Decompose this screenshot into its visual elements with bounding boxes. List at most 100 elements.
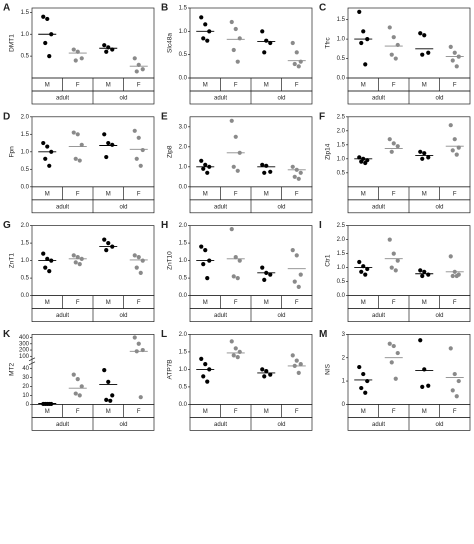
data-point xyxy=(418,268,423,273)
data-point xyxy=(201,262,206,267)
data-point xyxy=(387,25,392,30)
data-point xyxy=(77,158,82,163)
data-point xyxy=(264,163,269,168)
y-axis-label: DMT1 xyxy=(9,34,16,52)
y-tick-label: 400 xyxy=(19,335,30,341)
data-point xyxy=(231,164,236,169)
group-label: adult xyxy=(56,204,69,210)
y-axis-label: ZnT1 xyxy=(9,253,16,269)
data-point xyxy=(136,255,141,260)
data-point xyxy=(235,168,240,173)
data-point xyxy=(391,35,396,40)
data-point xyxy=(79,384,84,389)
category-label: F xyxy=(453,300,457,306)
data-point xyxy=(395,350,400,356)
data-point xyxy=(298,170,303,175)
data-point xyxy=(448,346,453,351)
category-label: M xyxy=(203,83,208,89)
data-point xyxy=(262,374,267,379)
data-point xyxy=(418,338,423,343)
y-tick-label: 0.0 xyxy=(337,293,346,299)
category-label: M xyxy=(264,409,269,415)
data-point xyxy=(205,170,210,175)
y-axis-label: Zip8 xyxy=(167,145,174,158)
category-label: F xyxy=(392,191,396,197)
data-point xyxy=(393,56,398,61)
category-label: M xyxy=(45,191,50,197)
data-point xyxy=(357,259,362,265)
category-label: M xyxy=(422,300,427,306)
y-tick-label: 1.0 xyxy=(337,265,346,271)
category-label: M xyxy=(203,191,208,197)
data-point xyxy=(389,265,394,270)
data-point xyxy=(361,371,366,377)
data-point xyxy=(79,56,84,61)
data-point xyxy=(110,142,115,147)
data-point xyxy=(395,258,400,263)
data-point xyxy=(389,149,394,154)
y-axis-label: Fpn xyxy=(9,146,16,158)
data-point xyxy=(104,154,109,160)
group-label: adult xyxy=(372,313,385,319)
category-label: F xyxy=(234,300,238,306)
y-tick-label: 3.0 xyxy=(179,124,188,130)
y-tick-label: 0 xyxy=(26,402,30,408)
group-label: old xyxy=(119,313,127,319)
data-point xyxy=(132,335,137,340)
data-point xyxy=(235,276,240,281)
data-point xyxy=(203,362,208,367)
data-point xyxy=(201,374,206,379)
data-point xyxy=(43,40,48,46)
data-point xyxy=(290,248,295,253)
data-point xyxy=(138,395,143,400)
data-point xyxy=(229,227,234,232)
data-point xyxy=(292,279,297,284)
y-tick-label: 2.0 xyxy=(179,223,188,229)
y-tick-label: 0.5 xyxy=(179,276,188,282)
plot-frame xyxy=(347,7,471,79)
data-point xyxy=(71,372,76,377)
data-point xyxy=(290,353,295,358)
data-point xyxy=(260,29,265,34)
data-point xyxy=(231,274,236,279)
data-point xyxy=(448,44,453,49)
category-label: F xyxy=(234,83,238,89)
y-tick-label: 0.5 xyxy=(337,170,346,176)
data-point xyxy=(260,162,265,167)
panel-letter: G xyxy=(3,220,11,231)
data-point xyxy=(233,255,238,260)
data-point xyxy=(387,237,392,242)
data-point xyxy=(363,390,368,395)
y-axis-label: Zip14 xyxy=(325,143,332,160)
data-point xyxy=(199,158,204,163)
data-point xyxy=(134,265,139,270)
category-label: M xyxy=(106,83,111,89)
data-point xyxy=(456,378,461,384)
data-point xyxy=(260,367,265,372)
data-point xyxy=(296,284,301,289)
y-tick-label: 2.0 xyxy=(179,332,188,338)
data-point xyxy=(132,253,137,258)
category-label: M xyxy=(45,409,50,415)
data-point xyxy=(203,22,208,27)
data-point xyxy=(363,272,368,277)
data-point xyxy=(298,362,303,367)
data-point xyxy=(391,141,396,146)
category-label: M xyxy=(264,191,269,197)
category-label: F xyxy=(453,191,457,197)
data-point xyxy=(110,393,115,398)
data-point xyxy=(102,132,107,137)
category-label: M xyxy=(422,191,427,197)
y-tick-label: 1.5 xyxy=(21,10,30,16)
data-point xyxy=(138,163,143,168)
data-point xyxy=(422,33,427,38)
y-tick-label: 1 xyxy=(342,379,346,385)
data-point xyxy=(262,170,267,175)
data-point xyxy=(264,369,269,374)
data-point xyxy=(395,144,400,149)
data-point xyxy=(361,29,366,34)
y-axis-label: ATP7B xyxy=(167,359,174,379)
y-tick-label: 0.0 xyxy=(21,293,30,299)
data-point xyxy=(363,62,368,67)
panel-letter: H xyxy=(161,220,168,231)
